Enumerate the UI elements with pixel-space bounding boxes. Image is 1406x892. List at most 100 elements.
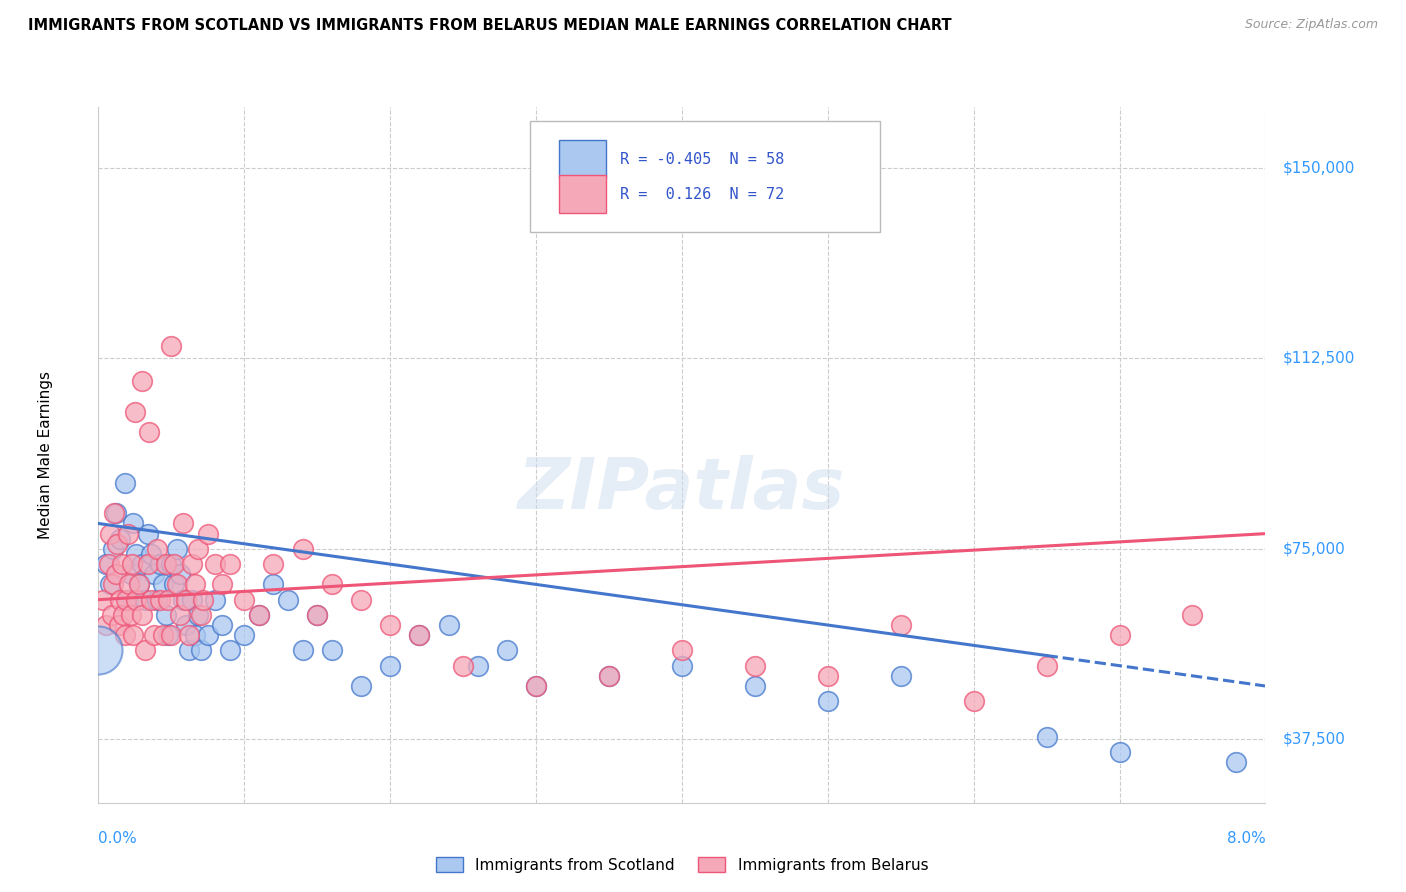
Point (321, 643, 343, 657)
Point (114, 628, 136, 642)
Point (177, 628, 200, 642)
Point (160, 557, 183, 571)
Text: Source: ZipAtlas.com: Source: ZipAtlas.com (1244, 18, 1378, 31)
Point (408, 628, 430, 642)
Text: $112,500: $112,500 (1282, 351, 1355, 366)
Text: Median Male Earnings: Median Male Earnings (38, 371, 53, 539)
Point (180, 592, 202, 607)
Point (817, 669, 839, 683)
Point (1225, 755, 1247, 769)
Point (101, 577, 124, 591)
Point (131, 374, 153, 388)
Text: $75,000: $75,000 (1282, 541, 1346, 557)
Point (671, 643, 693, 657)
Point (671, 658, 693, 673)
Point (152, 577, 174, 591)
Point (1108, 745, 1130, 759)
Point (105, 537, 128, 551)
Point (437, 618, 460, 632)
Point (1035, 658, 1057, 673)
Point (890, 618, 912, 632)
Point (110, 532, 132, 546)
Point (166, 577, 188, 591)
Point (117, 592, 139, 607)
Point (172, 592, 194, 607)
Text: 8.0%: 8.0% (1226, 830, 1265, 846)
FancyBboxPatch shape (530, 121, 880, 232)
Point (136, 557, 159, 571)
Point (87, 643, 110, 657)
Point (962, 694, 984, 708)
Point (321, 577, 343, 591)
FancyBboxPatch shape (560, 140, 606, 178)
Point (149, 592, 172, 607)
Point (890, 669, 912, 683)
Point (277, 592, 299, 607)
Point (177, 643, 200, 657)
Point (218, 557, 240, 571)
Point (155, 607, 177, 622)
Point (131, 607, 153, 622)
Point (378, 658, 402, 673)
Point (120, 567, 142, 582)
Text: 0.0%: 0.0% (98, 830, 138, 846)
Point (524, 679, 547, 693)
Point (187, 607, 209, 622)
Point (138, 425, 160, 439)
Point (124, 405, 146, 419)
Point (169, 607, 191, 622)
Point (166, 541, 188, 556)
Point (204, 592, 226, 607)
Point (174, 618, 197, 632)
Point (118, 577, 141, 591)
Point (131, 557, 153, 571)
Point (125, 592, 148, 607)
Point (233, 592, 256, 607)
Point (817, 694, 839, 708)
Point (146, 592, 169, 607)
Point (262, 557, 284, 571)
Point (350, 592, 373, 607)
Point (451, 658, 474, 673)
Text: R =  0.126  N = 72: R = 0.126 N = 72 (620, 186, 785, 202)
Point (1181, 607, 1204, 622)
Point (190, 643, 212, 657)
Text: R = -0.405  N = 58: R = -0.405 N = 58 (620, 152, 785, 167)
FancyBboxPatch shape (560, 175, 606, 213)
Point (101, 541, 124, 556)
Point (94, 618, 117, 632)
Point (125, 547, 148, 561)
Point (104, 567, 127, 582)
Point (157, 628, 180, 642)
Point (183, 577, 205, 591)
Point (211, 618, 233, 632)
Point (142, 628, 165, 642)
Point (211, 577, 233, 591)
Point (197, 628, 219, 642)
Point (233, 628, 256, 642)
Point (122, 516, 145, 531)
Point (98, 526, 121, 541)
Point (160, 339, 183, 353)
Point (197, 526, 219, 541)
Point (524, 679, 547, 693)
Point (121, 557, 143, 571)
Point (100, 607, 122, 622)
Point (149, 557, 172, 571)
Point (104, 506, 127, 520)
Point (152, 628, 174, 642)
Point (122, 628, 145, 642)
Point (91, 592, 114, 607)
Point (350, 679, 373, 693)
Text: $150,000: $150,000 (1282, 161, 1355, 176)
Point (111, 557, 134, 571)
Point (155, 557, 177, 571)
Point (117, 526, 139, 541)
Text: ZIPatlas: ZIPatlas (519, 455, 845, 524)
Point (307, 607, 329, 622)
Point (744, 679, 766, 693)
Point (183, 628, 205, 642)
Point (180, 557, 202, 571)
Point (120, 607, 142, 622)
Point (467, 658, 489, 673)
